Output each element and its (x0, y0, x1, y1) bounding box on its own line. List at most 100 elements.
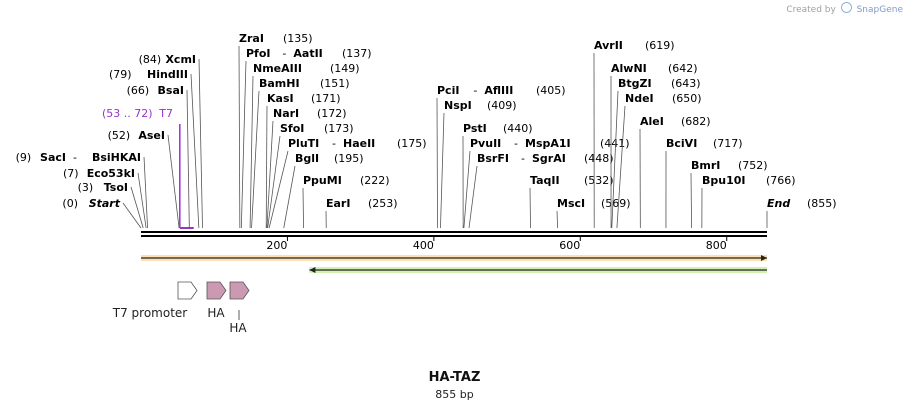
site-msci: MscI (569) (556, 197, 631, 229)
site-leader-line (251, 90, 260, 229)
site-name: PluTI (288, 137, 319, 150)
ruler-tick-label: 800 (706, 239, 727, 252)
site-leader-line (440, 112, 445, 229)
site-bsrfi: BsrFI - SgrAI (448) (468, 152, 614, 229)
site-t7: T7 (53 .. 72) (102, 107, 194, 229)
site-leader-line (556, 210, 559, 229)
site-name: AleI (640, 115, 664, 128)
site-name: BamHI (259, 77, 300, 90)
construct-length: 855 bp (435, 388, 474, 401)
site-name: PfoI (246, 47, 271, 60)
site-name: NmeAIII (253, 62, 302, 75)
site-position: (717) (713, 137, 743, 150)
site-position: (855) (807, 197, 837, 210)
site-position: (173) (324, 122, 354, 135)
orf-arrowhead (309, 267, 316, 273)
site-name: EarI (326, 197, 350, 210)
site-position: (253) (368, 197, 398, 210)
site-position: (643) (671, 77, 701, 90)
site-tsoi: TsoI (3) (78, 181, 144, 229)
site-position: (650) (672, 92, 702, 105)
feature-arrow (206, 281, 227, 300)
site-btgzi: BtgZI (643) (611, 77, 701, 229)
site-avrii: AvrII (619) (593, 39, 675, 229)
site-name: End (767, 197, 790, 210)
site-name: AvrII (594, 39, 623, 52)
site-leader-line (186, 89, 190, 229)
site-position: (66) (127, 84, 150, 97)
site-name: Bpu10I (702, 174, 746, 187)
feature-arrow (229, 281, 250, 300)
site-position: (441) (600, 137, 630, 150)
site-position: (642) (668, 62, 698, 75)
site-name: Eco53kI (87, 167, 135, 180)
site-position: (195) (334, 152, 364, 165)
site-name: BsrFI (477, 152, 509, 165)
site-name: NarI (273, 107, 299, 120)
sequence-map: Start(0)TsoI(3)Eco53kI(7)BsiHKAI-SacI(9)… (16, 32, 837, 335)
site-leader-line (130, 186, 144, 229)
snapgene-credit: Created by SnapGene (786, 2, 903, 15)
restriction-sites: Start(0)TsoI(3)Eco53kI(7)BsiHKAI-SacI(9)… (16, 32, 837, 229)
orf-tracks (141, 255, 767, 273)
site-leader-line (167, 134, 180, 229)
site-start: Start (0) (62, 197, 142, 229)
site-leader-line (302, 187, 304, 229)
site-asei: AseI (52) (108, 129, 180, 229)
site-leader-line (283, 165, 296, 229)
site-leader-line (238, 45, 241, 229)
site-position: (9) (16, 151, 32, 164)
site-name-secondary: SgrAI (532, 152, 566, 165)
site-position: (619) (645, 39, 675, 52)
site-position: (175) (397, 137, 427, 150)
site-name: NspI (444, 99, 472, 112)
site-name: KasI (267, 92, 294, 105)
site-ndei: NdeI (650) (616, 92, 702, 229)
site-leader-line (137, 172, 147, 229)
feature-track: T7 promoter HA HA (112, 281, 250, 335)
orf-track (141, 255, 767, 261)
feature-label: T7 promoter (112, 306, 188, 320)
site-name: MscI (557, 197, 585, 210)
site-leader-line (529, 187, 531, 229)
site-end: End (855) (766, 197, 837, 228)
site-leader-line (611, 90, 619, 229)
site-position: (222) (360, 174, 390, 187)
site-separator: - (332, 137, 336, 150)
site-position: (135) (283, 32, 313, 45)
site-eari: EarI (253) (325, 197, 398, 229)
site-name-secondary: MspA1I (525, 137, 571, 150)
site-name: TaqII (530, 174, 560, 187)
site-leader-line (198, 58, 203, 229)
site-name-secondary: AflIII (484, 84, 513, 97)
site-position: (682) (681, 115, 711, 128)
site-position: (149) (330, 62, 360, 75)
site-position: (52) (108, 129, 131, 142)
site-name-secondary: BsiHKAI (92, 151, 141, 164)
site-alei: AleI (682) (639, 115, 711, 229)
sequence-ruler: 200 400 600 800 (141, 231, 767, 252)
site-position: (440) (503, 122, 533, 135)
site-position: (151) (320, 77, 350, 90)
credit-brand: SnapGene (856, 5, 903, 15)
site-leader-line (267, 135, 281, 229)
site-name: ZraI (239, 32, 264, 45)
site-xcmi: XcmI(84) (139, 53, 203, 229)
site-eco53ki: Eco53kI (7) (63, 167, 147, 229)
site-leader-line (190, 73, 200, 229)
site-nmeaiii: NmeAIII (149) (249, 62, 360, 229)
site-name: HindIII (147, 68, 188, 81)
site-hindiii: HindIII (79) (109, 68, 200, 229)
site-position: (448) (584, 152, 614, 165)
feature-label: HA (229, 321, 247, 335)
site-kasi: KasI (171) (265, 92, 341, 229)
site-bsai: BsaI (66) (127, 84, 190, 229)
site-name: BciVI (666, 137, 697, 150)
site-name: PpuMI (303, 174, 342, 187)
feature-arrow (177, 281, 198, 300)
site-name: PciI (437, 84, 459, 97)
site-name-secondary: HaeII (343, 137, 375, 150)
site-taqii: TaqII (532) (529, 174, 614, 229)
site-position: (0) (62, 197, 78, 210)
site-alwni: AlwNI (642) (610, 62, 698, 229)
